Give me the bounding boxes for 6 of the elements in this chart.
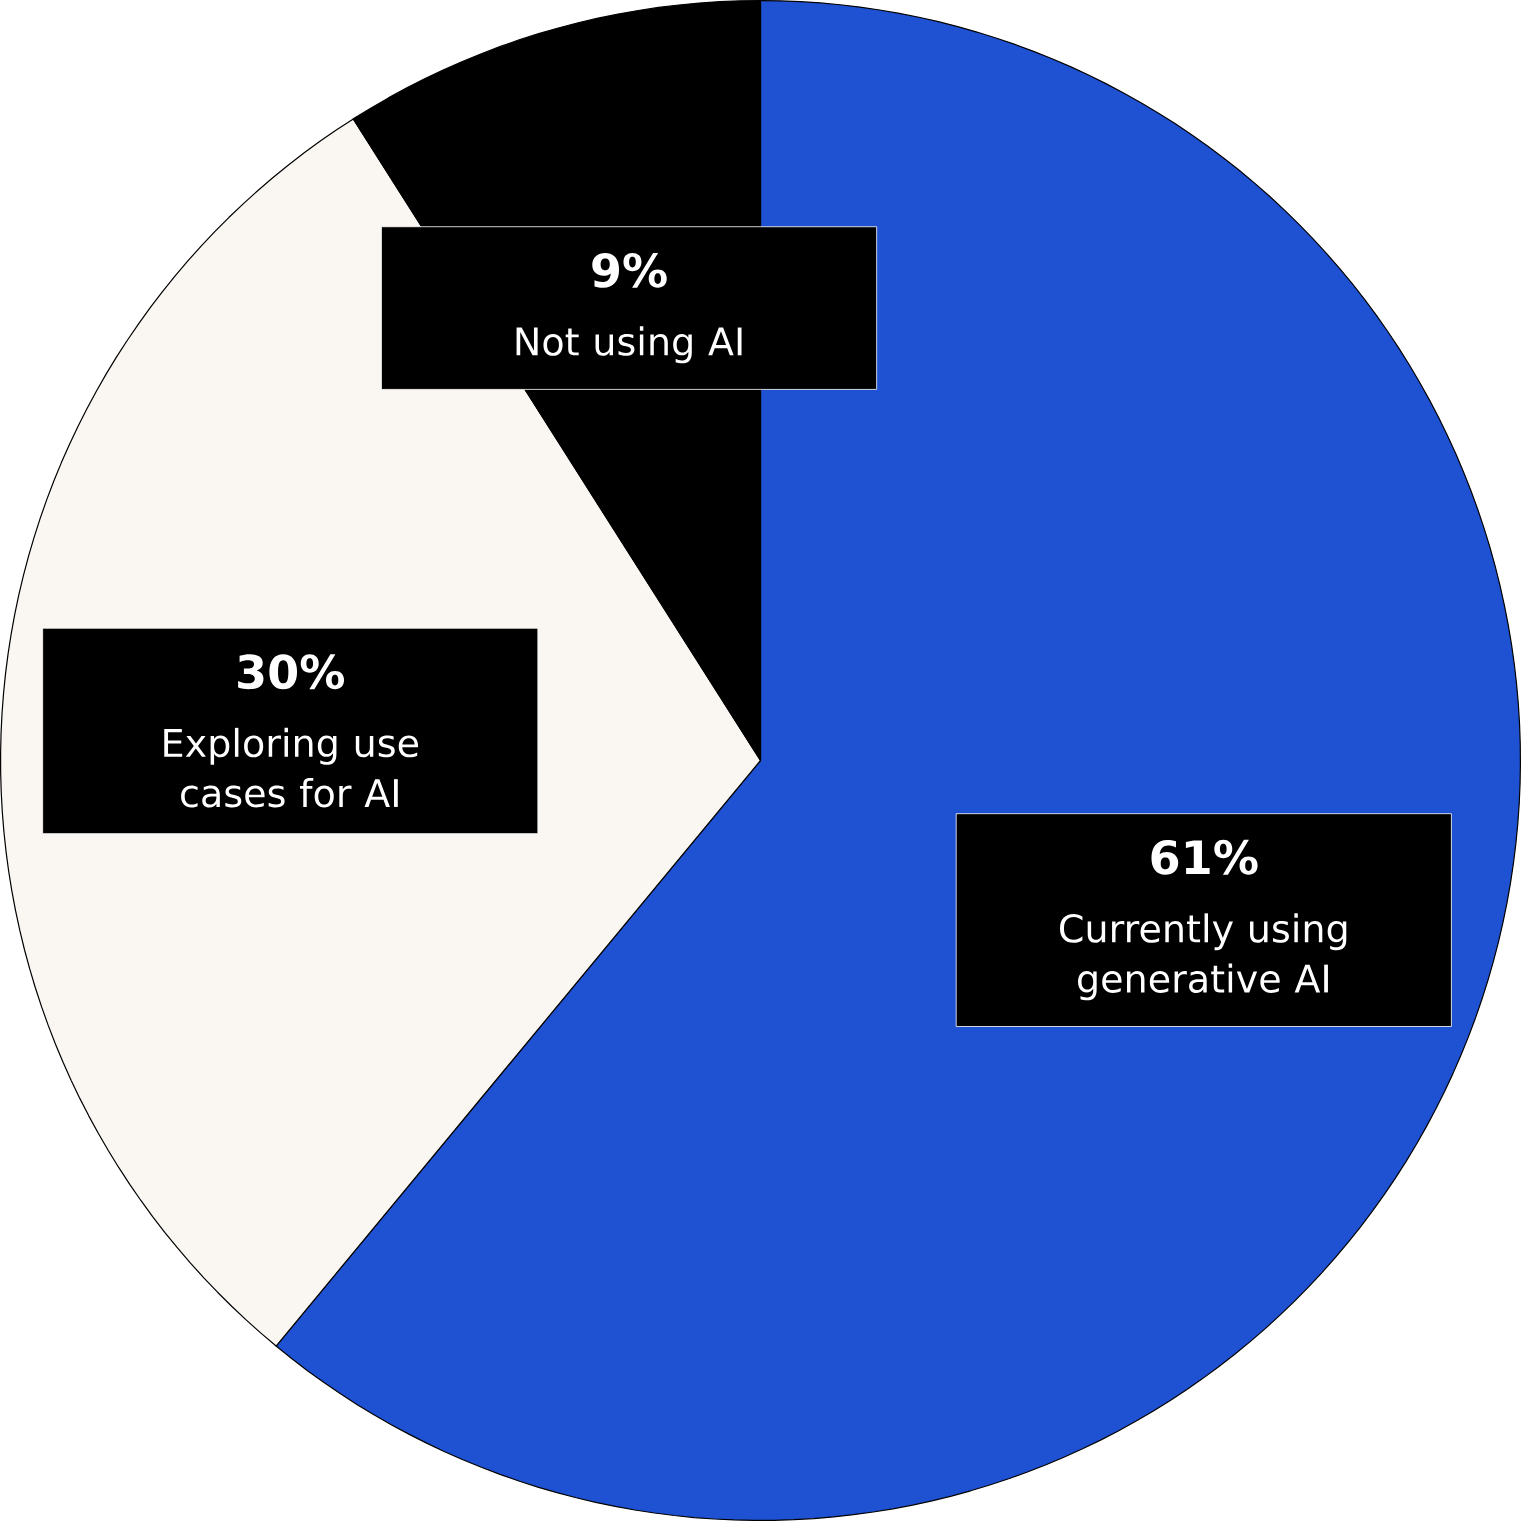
slice-label: Not using AI	[516, 326, 742, 364]
slice-label: Currently using generative AI	[1060, 913, 1347, 1001]
data-label: 61%	[1151, 839, 1258, 875]
data-label: 30%	[238, 654, 345, 690]
slice-label: Exploring use cases for AI	[164, 727, 419, 808]
data-label: 9%	[592, 252, 667, 288]
